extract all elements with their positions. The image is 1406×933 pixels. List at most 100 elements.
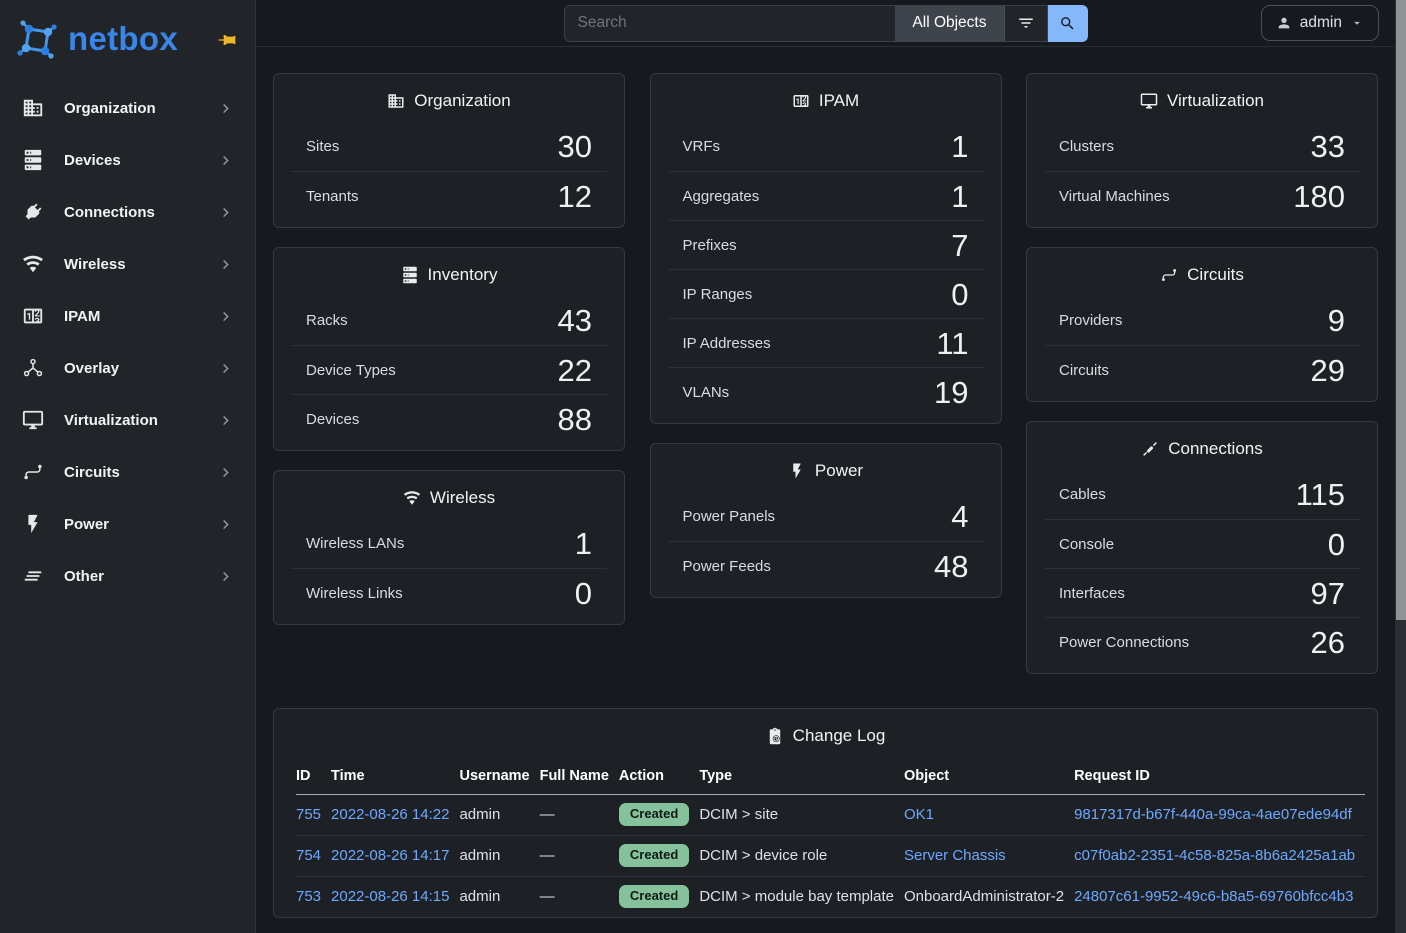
stat-label: Wireless Links [306, 584, 403, 602]
sidebar-item-ipam[interactable]: IPAM [0, 290, 255, 342]
stat-value: 88 [557, 401, 592, 437]
cell-object-link[interactable]: OK1 [903, 805, 934, 823]
stat-row-ip-ranges: IP Ranges 0 [667, 269, 984, 318]
sidebar-item-organization[interactable]: Organization [0, 82, 255, 134]
stacked-lines-icon [22, 565, 44, 587]
changelog-table: ID Time Username Full Name Action Type Object R… [296, 759, 1366, 917]
topbar: All Objects admin [256, 0, 1395, 47]
sidebar-item-other[interactable]: Other [0, 550, 255, 602]
sidebar-item-connections[interactable]: Connections [0, 186, 255, 238]
user-menu-button[interactable]: admin [1260, 5, 1379, 41]
stat-value: 22 [557, 352, 592, 388]
cell-type: DCIM > module bay template [699, 875, 904, 917]
action-badge: Created [618, 884, 690, 908]
changelog-header-row: ID Time Username Full Name Action Type Object R… [296, 759, 1366, 795]
dashboard-column: IPAM VRFs 1 Aggregates 1 Prefixes 7 IP Ranges 0 I… [649, 73, 1002, 674]
column-header-full-name: Full Name [539, 759, 619, 795]
transit-icon [22, 461, 44, 483]
sidebar-item-label: Power [64, 515, 110, 533]
stat-row-virtual-machines: Virtual Machines 180 [1044, 171, 1360, 220]
cell-request-id-link[interactable]: 24807c61-9952-49c6-b8a5-69760bfcc4b3 [1074, 887, 1354, 905]
page-scrollbar-track[interactable] [1395, 0, 1406, 933]
cell-request-id-link[interactable]: c07f0ab2-2351-4c58-825a-8b6a2425a1ab [1074, 846, 1356, 864]
stat-row-device-types: Device Types 22 [291, 345, 607, 394]
cell-type: DCIM > device role [699, 834, 904, 877]
stat-value: 43 [557, 303, 592, 338]
cell-time-link[interactable]: 2022-08-26 14:17 [331, 846, 450, 864]
cell-request-id-link[interactable]: 9817317d-b67f-440a-99ca-4ae07ede94df [1074, 805, 1352, 823]
stat-value: 48 [934, 548, 969, 584]
cell-time-link[interactable]: 2022-08-26 14:22 [331, 805, 450, 823]
stat-row-console: Console 0 [1044, 519, 1360, 568]
stat-value: 115 [1295, 477, 1345, 512]
counter-icon [792, 92, 810, 110]
cell-full-name: — [539, 805, 555, 823]
cell-type: DCIM > site [699, 805, 779, 823]
card-title: Circuits [1027, 248, 1377, 296]
stat-label: Tenants [306, 187, 359, 205]
sidebar-item-devices[interactable]: Devices [0, 134, 255, 186]
stat-row-devices: Devices 88 [291, 394, 607, 443]
changelog-card: Change Log ID Time Username Full Name Action… [273, 708, 1378, 918]
stat-value: 19 [934, 374, 969, 410]
sidebar-item-wireless[interactable]: Wireless [0, 238, 255, 290]
cell-request-id: 9817317d-b67f-440a-99ca-4ae07ede94df [1074, 795, 1365, 836]
search-filter-button[interactable] [1003, 4, 1048, 42]
changelog-title: Change Log [274, 709, 1377, 759]
stat-value: 11 [936, 325, 969, 361]
building-icon [22, 97, 44, 119]
search-submit-button[interactable] [1047, 4, 1088, 42]
stat-label: IP Ranges [682, 285, 753, 303]
changelog-table-wrap: ID Time Username Full Name Action Type Object R… [274, 759, 1377, 917]
cable-icon [1141, 440, 1159, 458]
cell-id-link[interactable]: 753 [296, 887, 322, 905]
column-header-username: Username [459, 759, 540, 795]
sidebar-item-virtualization[interactable]: Virtualization [0, 394, 255, 446]
chevron-right-icon [218, 309, 233, 324]
sidebar-item-power[interactable]: Power [0, 498, 255, 550]
server-icon [22, 149, 44, 171]
search-scope-dropdown[interactable]: All Objects [895, 4, 1004, 42]
stat-row-cables: Cables 115 [1044, 470, 1360, 519]
sidebar-item-circuits[interactable]: Circuits [0, 446, 255, 498]
table-row: 753 2022-08-26 14:15 admin — Created DCIM > m… [296, 875, 1366, 917]
stat-label: Clusters [1059, 138, 1115, 155]
stat-label: Sites [306, 138, 340, 155]
dashboard-columns: Organization Sites 30 Tenants 12 Inventory Rac… [273, 73, 1378, 674]
cell-id: 753 [296, 875, 332, 917]
cell-time: 2022-08-26 14:15 [331, 875, 460, 917]
cell-id-link[interactable]: 755 [296, 805, 322, 823]
stat-value: 1 [951, 178, 969, 214]
stat-value: 180 [1293, 178, 1345, 214]
pin-sidebar-icon[interactable] [217, 30, 237, 50]
cell-id: 755 [296, 795, 331, 836]
cell-id-link[interactable]: 754 [296, 846, 322, 864]
search-input[interactable] [563, 4, 896, 42]
stat-label: Circuits [1059, 361, 1110, 379]
stat-row-providers: Providers 9 [1044, 296, 1360, 345]
page-scrollbar-thumb[interactable] [1396, 0, 1406, 620]
stat-label: Power Connections [1059, 633, 1190, 651]
column-header-action: Action [618, 759, 700, 795]
sidebar-item-label: Connections [64, 203, 155, 221]
cell-time-link[interactable]: 2022-08-26 14:15 [331, 887, 450, 905]
stat-label: IP Addresses [682, 334, 771, 352]
card-title-text: Connections [1168, 439, 1263, 458]
chevron-right-icon [218, 361, 233, 376]
stat-value: 1 [574, 526, 592, 561]
cell-object-link[interactable]: Server Chassis [903, 846, 1006, 864]
chevron-right-icon [218, 205, 233, 220]
stat-row-vlans: VLANs 19 [667, 367, 984, 416]
chevron-right-icon [218, 257, 233, 272]
stat-label: Devices [306, 410, 360, 428]
search-bar: All Objects [563, 4, 1088, 42]
changelog-body: 755 2022-08-26 14:22 admin — Created DCIM > s… [296, 795, 1366, 917]
cell-username: admin [459, 875, 540, 917]
stat-label: Device Types [306, 361, 396, 379]
sidebar-item-label: Other [64, 567, 105, 585]
stat-value: 1 [951, 129, 969, 164]
netbox-logo[interactable]: netbox [16, 18, 178, 62]
cell-action: Created [618, 834, 700, 877]
stat-value: 97 [1310, 575, 1345, 611]
sidebar-item-overlay[interactable]: Overlay [0, 342, 255, 394]
